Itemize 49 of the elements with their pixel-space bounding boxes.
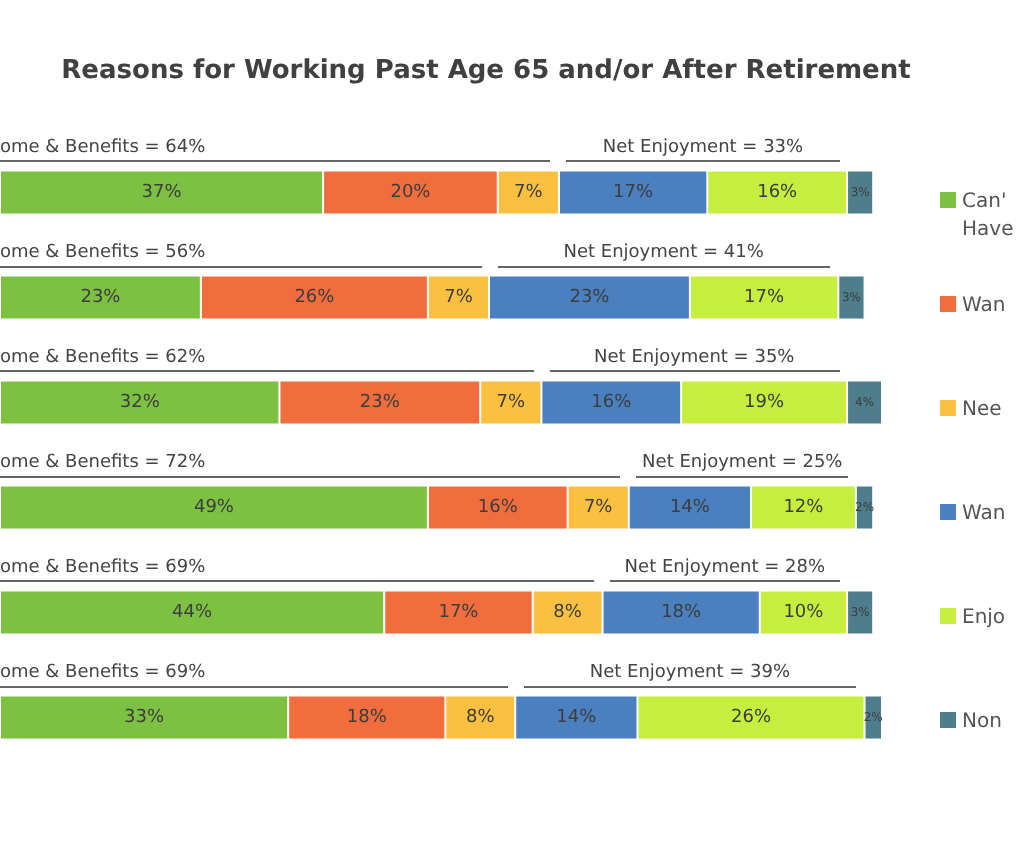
data-label: 16% [477,497,519,518]
legend-label: Enjo [962,607,1006,629]
annotation: ome & Benefits = 62% [0,347,207,368]
data-label: 19% [744,392,785,413]
data-label: 7% [444,287,474,308]
data-label: 7% [496,392,527,413]
data-label: 10% [783,602,825,623]
data-label: 23% [80,287,122,308]
data-label: 23% [359,392,401,413]
data-label: 17% [744,287,785,308]
data-label: 32% [119,392,161,413]
legend-label: Wan [962,295,1006,317]
data-label: 7% [583,497,614,518]
data-label: 17% [613,182,655,203]
data-label: 14% [556,707,598,728]
data-label: 8% [466,707,496,728]
annotation: Net Enjoyment = 28% [624,557,826,578]
annotation: ome & Benefits = 72% [0,452,207,473]
data-label: 7% [514,182,544,203]
legend-label: Non [962,711,1002,733]
data-label: 20% [390,182,432,203]
data-label: 49% [193,497,235,518]
annotation: ome & Benefits = 69% [0,662,207,683]
data-label: 14% [669,497,711,518]
annotation: Net Enjoyment = 39% [589,662,791,683]
legend-label: Wan [962,503,1006,525]
annotation: Net Enjoyment = 35% [594,347,796,368]
annotation: Net Enjoyment = 41% [563,242,765,263]
data-label: 18% [661,602,703,623]
annotation: ome & Benefits = 69% [0,557,207,578]
data-label: 23% [569,287,611,308]
annotation: ome & Benefits = 64% [0,137,207,158]
data-label: 26% [294,287,336,308]
data-label: 37% [141,182,183,203]
legend-label: Can' Have [962,191,1014,241]
data-label: 16% [591,392,633,413]
data-label: 8% [553,602,583,623]
data-label: 33% [124,707,165,728]
data-label: 16% [757,182,799,203]
data-label: 26% [730,707,772,728]
annotation: Net Enjoyment = 25% [642,452,844,473]
data-label: 18% [346,707,388,728]
data-label: 12% [783,497,825,518]
annotation: ome & Benefits = 56% [0,242,207,263]
annotation: Net Enjoyment = 33% [602,137,805,158]
data-label: 44% [172,602,214,623]
chart-title: Reasons for Working Past Age 65 and/or After Retirement [61,56,911,86]
legend-label: Nee [962,399,1002,421]
data-label: 17% [438,602,480,623]
